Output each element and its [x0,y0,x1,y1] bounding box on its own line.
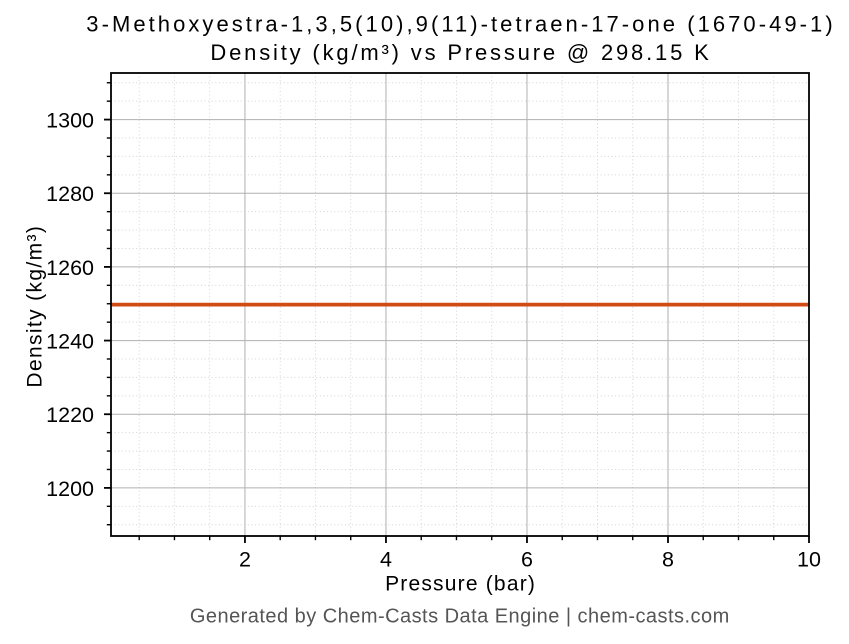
svg-text:1280: 1280 [46,182,94,206]
svg-text:3-Methoxyestra-1,3,5(10),9(11): 3-Methoxyestra-1,3,5(10),9(11)-tetraen-1… [86,12,835,37]
svg-text:1220: 1220 [46,403,94,427]
svg-text:Generated by Chem-Casts Data E: Generated by Chem-Casts Data Engine | ch… [190,606,730,628]
svg-text:1240: 1240 [46,329,94,353]
svg-text:4: 4 [380,548,392,572]
svg-text:6: 6 [521,548,533,572]
svg-text:10: 10 [797,548,821,572]
svg-text:Density (kg/m³): Density (kg/m³) [24,225,47,388]
svg-text:Density (kg/m³) vs Pressure @: Density (kg/m³) vs Pressure @ 298.15 K [210,40,711,65]
svg-text:1300: 1300 [46,108,94,132]
svg-text:1260: 1260 [46,256,94,280]
svg-text:Pressure (bar): Pressure (bar) [385,573,536,596]
svg-text:2: 2 [239,548,251,572]
svg-text:8: 8 [662,548,674,572]
svg-text:1200: 1200 [46,477,94,501]
